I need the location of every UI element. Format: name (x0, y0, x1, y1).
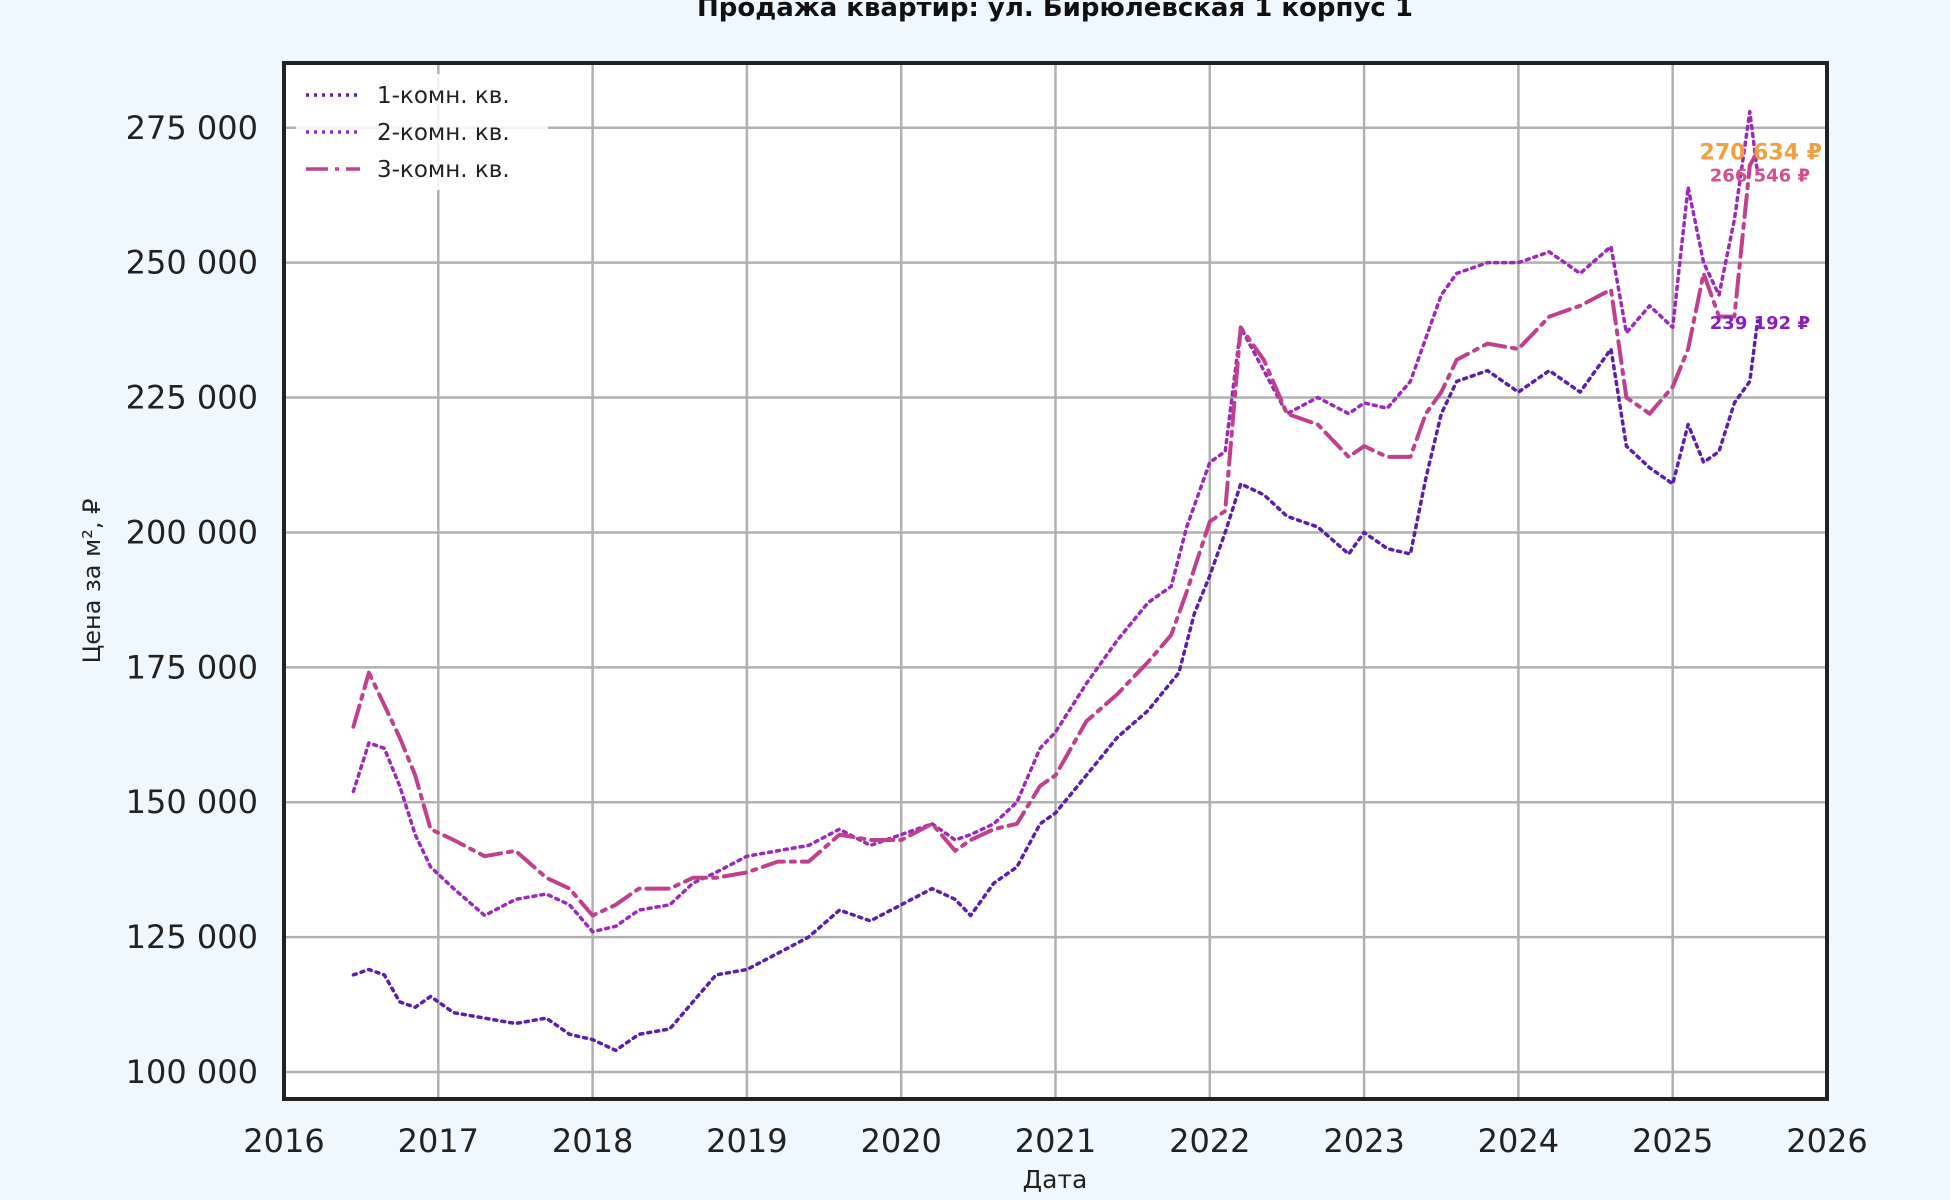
series-line-2 (351, 109, 1760, 934)
y-tick-label: 250 000 (126, 244, 258, 282)
x-tick-label: 2026 (1786, 1122, 1867, 1160)
x-tick-label: 2024 (1478, 1122, 1559, 1160)
x-tick-label: 2016 (243, 1122, 324, 1160)
y-tick-label: 225 000 (126, 379, 258, 417)
y-tick-label: 125 000 (126, 918, 258, 956)
y-tick-label: 200 000 (126, 513, 258, 551)
x-tick-label: 2023 (1323, 1122, 1404, 1160)
x-tick-label: 2022 (1169, 1122, 1250, 1160)
series-layer (351, 109, 1760, 1053)
x-axis-ticks: 2016 2017 2018 2019 2020 2021 2022 2023 2024 2025… (243, 1122, 1867, 1160)
legend-label: 3-комн. кв. (377, 157, 510, 183)
x-tick-label: 2018 (552, 1122, 633, 1160)
y-axis-label: Цена за м², ₽ (78, 499, 106, 664)
x-tick-label: 2021 (1015, 1122, 1096, 1160)
x-axis-label: Дата (1023, 1165, 1088, 1194)
y-tick-label: 175 000 (126, 648, 258, 686)
y-tick-label: 100 000 (126, 1053, 258, 1091)
y-axis-ticks: 100 000 125 000 150 000 175 000 200 000 225 0… (126, 109, 258, 1091)
x-tick-label: 2019 (706, 1122, 787, 1160)
chart-title: Продажа квартир: ул. Бирюлевская 1 корпу… (697, 0, 1413, 23)
end-value-label: 239 192 ₽ (1710, 313, 1810, 334)
legend-label: 1-комн. кв. (377, 83, 510, 109)
series-line-3 (351, 149, 1760, 918)
end-labels: 270 634 ₽266 546 ₽ 239 192 ₽ (1700, 140, 1822, 334)
legend: 1-комн. кв. 2-комн. кв. 3-комн. кв. (296, 74, 548, 190)
series-line-1 (351, 319, 1760, 1053)
y-tick-label: 150 000 (126, 783, 258, 821)
legend-label: 2-комн. кв. (377, 120, 510, 146)
x-tick-label: 2017 (398, 1122, 479, 1160)
plot-frame (282, 61, 1829, 1101)
x-tick-label: 2025 (1632, 1122, 1713, 1160)
end-value-label: 266 546 ₽ (1710, 165, 1810, 186)
y-tick-label: 275 000 (126, 109, 258, 147)
x-tick-label: 2020 (860, 1122, 941, 1160)
end-value-label: 270 634 ₽ (1700, 140, 1822, 165)
